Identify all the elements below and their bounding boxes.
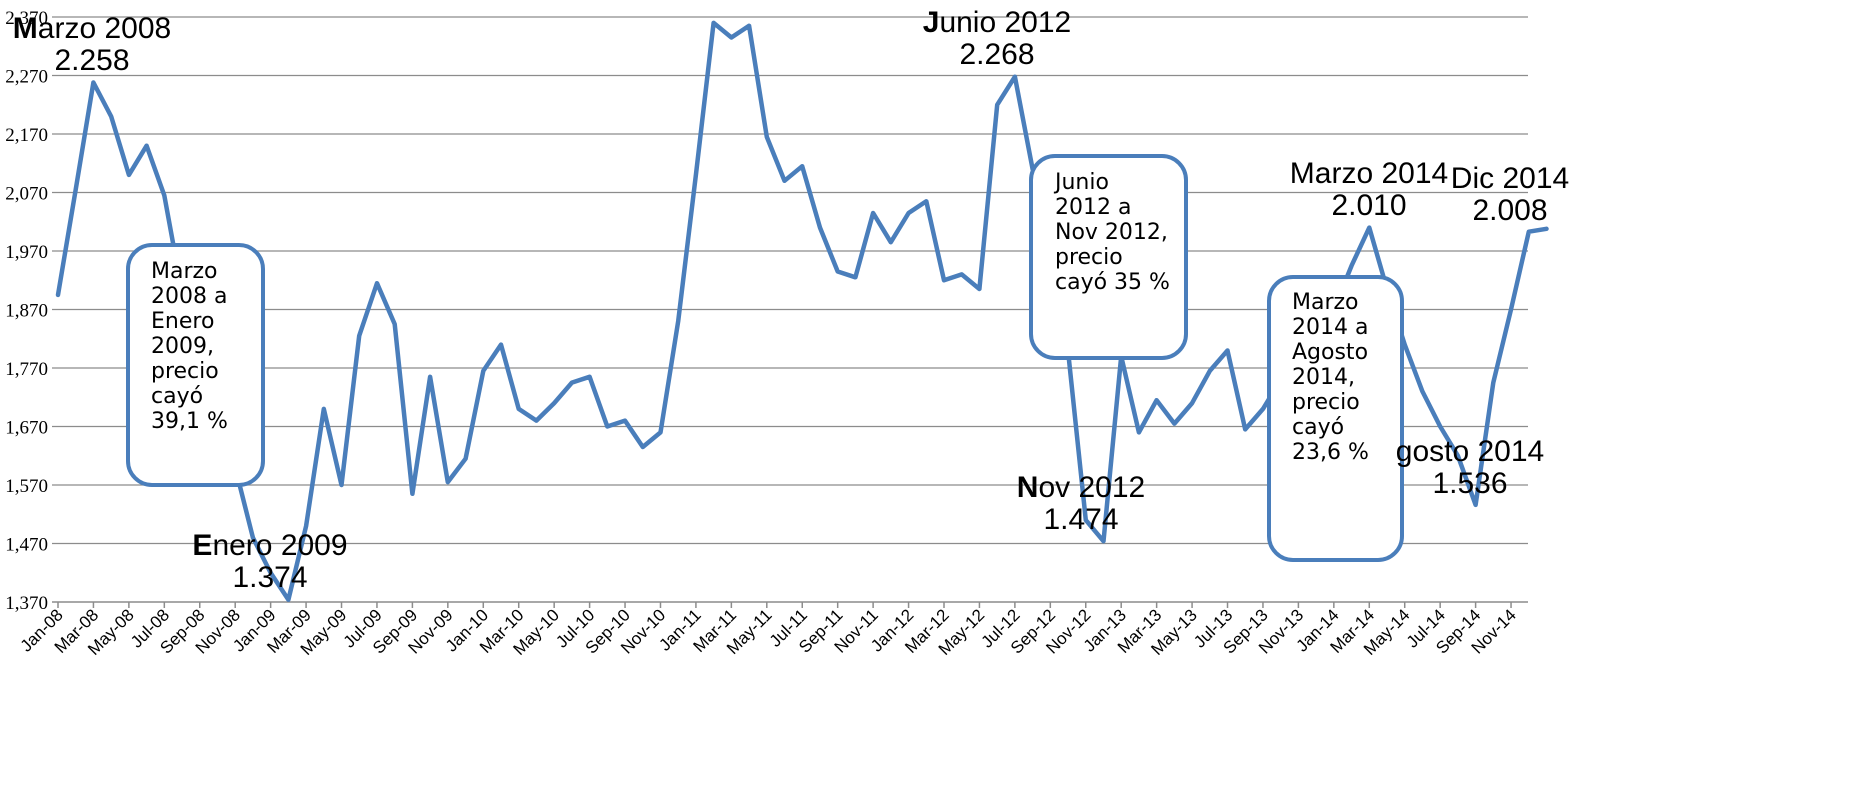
annotation-title-rest: nero 2009 bbox=[212, 529, 347, 562]
callout-text-line: 2014 a bbox=[1292, 315, 1368, 340]
annotation-title-rest: Dic 2014 bbox=[1451, 162, 1569, 195]
y-tick-label: 2,070 bbox=[5, 184, 48, 205]
callout-text-line: 2012 a bbox=[1055, 195, 1131, 220]
annotation-value: 1.474 bbox=[1043, 503, 1118, 536]
callout-text-line: Marzo bbox=[1292, 290, 1359, 315]
y-tick-label: 1,770 bbox=[5, 359, 48, 380]
callout-text-line: cayó bbox=[1292, 415, 1344, 440]
y-tick-label: 2,170 bbox=[5, 125, 48, 146]
callout-text-line: Agosto bbox=[1292, 340, 1368, 365]
y-tick-label: 2,270 bbox=[5, 67, 48, 88]
annotation-title-initial: M bbox=[13, 12, 38, 45]
callout-text-line: Nov 2012, bbox=[1055, 220, 1168, 245]
annotation-title: Marzo 2014 bbox=[1290, 157, 1448, 190]
callout-text-line: 2008 a bbox=[151, 284, 227, 309]
annotation-title: Nov 2012 bbox=[1017, 471, 1145, 504]
y-tick-label: 1,470 bbox=[5, 535, 48, 556]
callout-text-line: 2014, bbox=[1292, 365, 1355, 390]
callout-text-line: 23,6 % bbox=[1292, 440, 1369, 465]
annotation-title-rest: arzo 2008 bbox=[38, 12, 171, 45]
y-tick-label: 1,670 bbox=[5, 418, 48, 439]
x-axis-tick-labels: Jan-08Mar-08May-08Jul-08Sep-08Nov-08Jan-… bbox=[17, 602, 1520, 659]
callout-box bbox=[1267, 275, 1404, 562]
annotation-title: gosto 2014 bbox=[1396, 435, 1544, 468]
y-tick-label: 1,370 bbox=[5, 593, 48, 614]
callout-text-line: precio bbox=[151, 359, 219, 384]
annotation-title-rest: unio 2012 bbox=[939, 6, 1071, 39]
annotation-value: 2.258 bbox=[54, 44, 129, 77]
callout-text-line: Enero bbox=[151, 309, 214, 334]
callout-box bbox=[126, 243, 265, 487]
annotation-value: 2.010 bbox=[1331, 189, 1406, 222]
callout-text-line: precio bbox=[1292, 390, 1360, 415]
callout-text-line: Junio bbox=[1053, 170, 1109, 195]
callout-text-line: 39,1 % bbox=[151, 409, 228, 434]
annotation-title: Dic 2014 bbox=[1451, 162, 1569, 195]
annotation-title: Junio 2012 bbox=[923, 6, 1071, 39]
annotation-value: 1.536 bbox=[1432, 467, 1507, 500]
y-tick-label: 1,570 bbox=[5, 476, 48, 497]
annotation-title-initial: N bbox=[1017, 471, 1039, 504]
y-tick-label: 1,870 bbox=[5, 301, 48, 322]
annotation-value: 2.268 bbox=[959, 38, 1034, 71]
annotation-value: 1.374 bbox=[232, 561, 307, 594]
annotation-title: Marzo 2008 bbox=[13, 12, 171, 45]
gridlines bbox=[52, 16, 1528, 603]
callout-text-line: Marzo bbox=[151, 259, 218, 284]
annotation-title-initial: E bbox=[192, 529, 212, 562]
callout-text-line: 2009, bbox=[151, 334, 214, 359]
y-tick-label: 1,970 bbox=[5, 242, 48, 263]
annotation-title: Enero 2009 bbox=[192, 529, 347, 562]
callout-text-line: cayó bbox=[151, 384, 203, 409]
annotation-title-rest: ov 2012 bbox=[1038, 471, 1145, 504]
annotation-title-initial: J bbox=[923, 6, 940, 39]
y-tick-label: 2,370 bbox=[5, 8, 48, 29]
callout-text-line: precio bbox=[1055, 245, 1123, 270]
annotation-value: 2.008 bbox=[1472, 194, 1547, 227]
annotation-title-rest: Marzo 2014 bbox=[1290, 157, 1448, 190]
y-axis-tick-labels: 1,370 1,470 1,570 1,670 1,770 1,870 1,970 2,070… bbox=[5, 8, 48, 614]
callout-text-line: cayó 35 % bbox=[1055, 270, 1170, 295]
annotation-title-rest: gosto 2014 bbox=[1396, 435, 1544, 468]
callout-box bbox=[1029, 154, 1188, 360]
